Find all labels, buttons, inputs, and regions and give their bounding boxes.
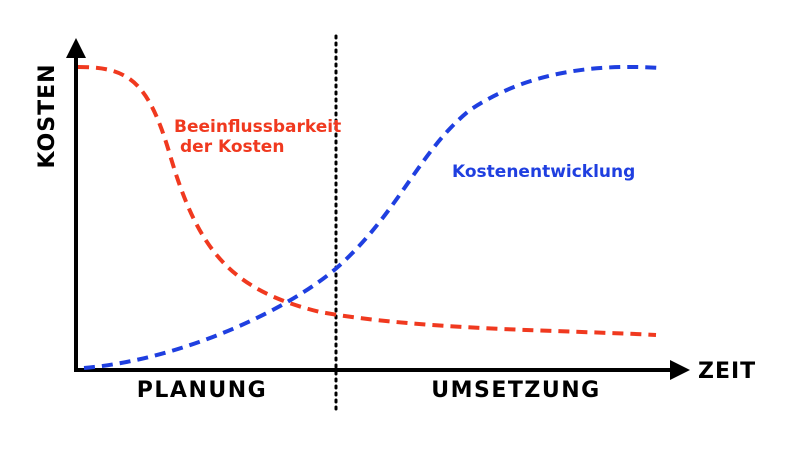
phase-label-implementation: UMSETZUNG (431, 378, 600, 403)
development-curve (83, 64, 661, 370)
influence-curve (77, 65, 657, 337)
influence-label-line1: Beeinflussbarkeit (174, 117, 341, 137)
y-axis-label: KOSTEN (35, 63, 60, 168)
phase-label-planning: PLANUNG (137, 378, 267, 403)
influence-label-line2: der Kosten (180, 137, 284, 157)
development-label: Kostenentwicklung (452, 162, 635, 182)
x-axis-label: ZEIT (698, 359, 756, 384)
